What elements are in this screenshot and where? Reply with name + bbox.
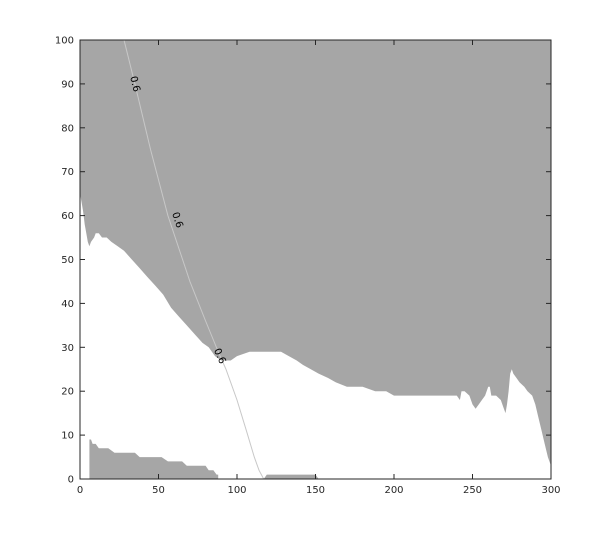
y-tick-label: 0 [68,475,74,486]
x-tick-label: 100 [227,485,246,496]
filled-region-1 [89,439,219,479]
x-tick-label: 50 [152,485,165,496]
contour-label-1: 0.6 [169,211,184,230]
y-tick-label: 30 [61,343,74,354]
x-tick-label: 150 [306,485,325,496]
y-tick-label: 80 [61,123,74,134]
y-tick-label: 50 [61,255,74,266]
filled-region-0 [80,40,551,466]
y-tick-label: 90 [61,79,74,90]
y-tick-label: 60 [61,211,74,222]
filled-region-2 [263,474,319,479]
x-tick-label: 300 [541,485,560,496]
x-tick-label: 250 [463,485,482,496]
y-tick-label: 20 [61,387,74,398]
y-tick-label: 70 [61,167,74,178]
y-tick-label: 10 [61,431,74,442]
contour-line-0 [123,39,265,480]
y-tick-label: 40 [61,299,74,310]
contour-label-0: 0.6 [127,75,142,93]
x-tick-label: 0 [77,485,83,496]
contour-labels: 0.60.60.6 [127,75,227,366]
y-tick-label: 100 [55,36,74,47]
x-tick-label: 200 [384,485,403,496]
contour-lines [123,39,265,480]
axis-ticks: 0 50 100 150 200 250 300 0 10 20 30 40 50 60 70 80 90 100 [55,36,561,497]
filled-regions [80,40,551,479]
